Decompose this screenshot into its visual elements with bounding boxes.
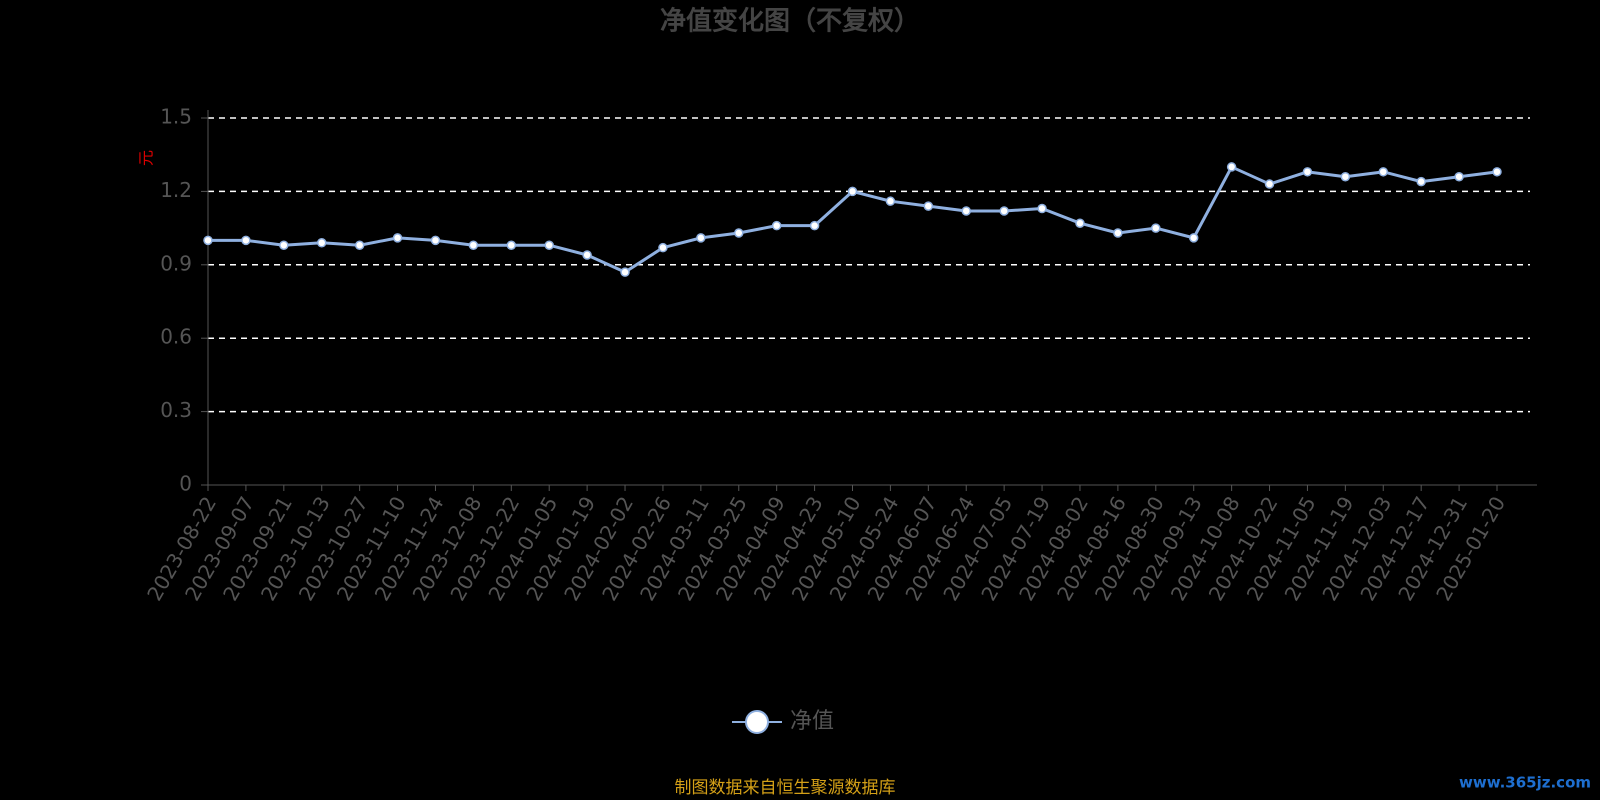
data-point bbox=[544, 240, 554, 250]
data-point bbox=[658, 242, 668, 253]
data-point bbox=[1492, 167, 1502, 177]
data-point bbox=[1416, 176, 1426, 187]
data-point bbox=[1340, 171, 1351, 182]
y-tick-label: 0.6 bbox=[160, 325, 192, 349]
data-point bbox=[771, 220, 782, 231]
data-point bbox=[279, 240, 289, 250]
source-note: 制图数据来自恒生聚源数据库 bbox=[675, 778, 896, 798]
legend-label: 净值 bbox=[790, 709, 834, 734]
data-point bbox=[1264, 179, 1275, 189]
legend-marker bbox=[745, 710, 769, 734]
data-point bbox=[1302, 167, 1313, 177]
data-point bbox=[961, 206, 971, 216]
data-point bbox=[468, 240, 479, 250]
y-tick-label: 0.9 bbox=[160, 251, 192, 275]
series-line bbox=[208, 165, 1498, 274]
data-point bbox=[354, 240, 365, 250]
data-point bbox=[241, 235, 251, 246]
y-tick-label: 0.3 bbox=[160, 398, 192, 422]
data-point bbox=[1188, 233, 1199, 243]
data-point bbox=[203, 235, 213, 246]
data-point bbox=[582, 250, 592, 260]
watermark: www.365jz.com bbox=[1459, 774, 1591, 792]
data-point bbox=[696, 233, 706, 243]
data-point bbox=[1113, 228, 1123, 238]
data-point bbox=[1075, 218, 1085, 228]
y-tick-label: 1.2 bbox=[160, 178, 192, 202]
data-point bbox=[1378, 167, 1389, 177]
data-point bbox=[923, 201, 934, 211]
data-point bbox=[734, 228, 744, 238]
data-point bbox=[999, 206, 1009, 216]
y-tick-label: 0 bbox=[179, 472, 192, 496]
y-axis-label: 元 bbox=[137, 150, 156, 166]
y-tick-label: 1.5 bbox=[160, 105, 192, 129]
data-point bbox=[885, 196, 896, 206]
data-point bbox=[392, 233, 403, 243]
data-point bbox=[809, 220, 820, 231]
data-point bbox=[430, 235, 441, 246]
data-point bbox=[847, 186, 858, 197]
data-point bbox=[506, 240, 517, 250]
data-point bbox=[316, 238, 327, 248]
data-point bbox=[620, 267, 630, 277]
data-point bbox=[1454, 171, 1464, 182]
chart-title: 净值变化图（不复权） bbox=[660, 6, 920, 37]
data-point bbox=[1037, 203, 1047, 214]
data-point bbox=[1151, 223, 1161, 233]
data-point bbox=[1226, 162, 1237, 172]
